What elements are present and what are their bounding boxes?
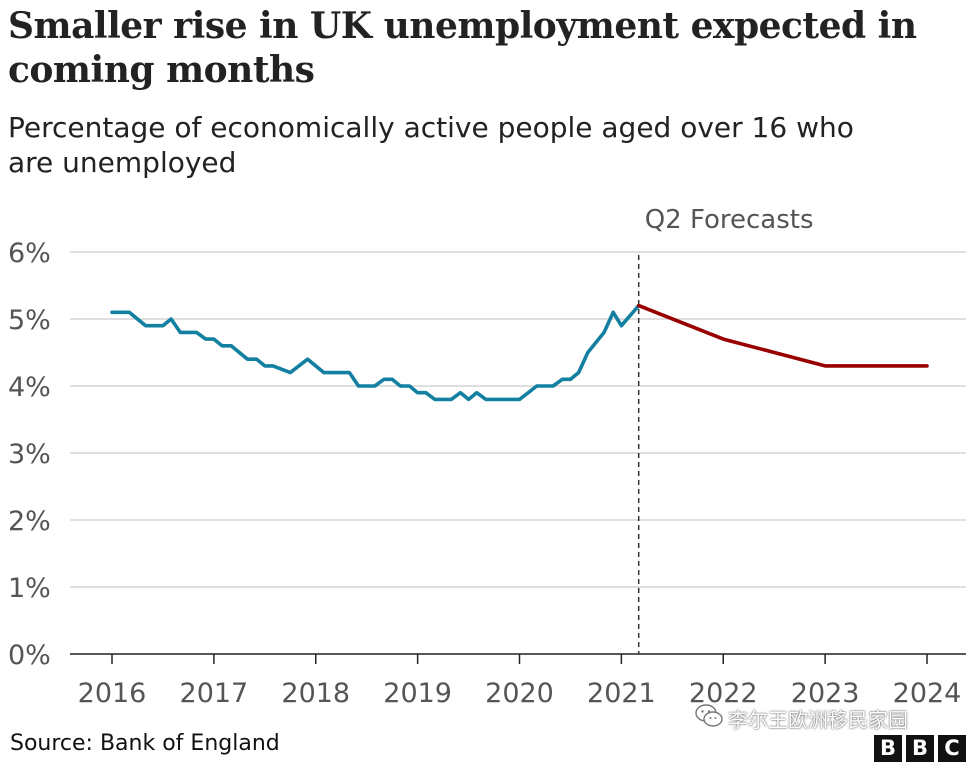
x-tick-label: 2020 <box>485 678 554 709</box>
x-tick-label: 2018 <box>281 678 350 709</box>
x-tick-label: 2022 <box>689 678 758 709</box>
x-tick-label: 2021 <box>587 678 656 709</box>
bbc-logo: B B C <box>874 735 966 762</box>
y-tick-label: 2% <box>8 506 51 537</box>
x-tick-label: 2017 <box>180 678 249 709</box>
x-tick-label: 2016 <box>78 678 147 709</box>
x-tick-label: 2019 <box>383 678 452 709</box>
watermark-text: 李尔王欧洲移民家园 <box>728 708 908 732</box>
chart-subtitle: Percentage of economically active people… <box>8 111 854 179</box>
x-tick-label: 2023 <box>791 678 860 709</box>
chart-title: Smaller rise in UK unemployment expected… <box>8 5 917 91</box>
source-note: Source: Bank of England <box>10 731 280 756</box>
y-tick-label: 3% <box>8 439 51 470</box>
y-tick-label: 0% <box>8 640 51 671</box>
bbc-logo-letter: B <box>874 735 902 762</box>
y-tick-label: 6% <box>8 238 51 269</box>
bbc-logo-letter: C <box>938 735 966 762</box>
y-tick-label: 1% <box>8 573 51 604</box>
annotation-label: Q2 Forecasts <box>645 205 814 235</box>
series-line-forecast <box>636 303 929 368</box>
y-tick-label: 4% <box>8 372 51 403</box>
y-tick-label: 5% <box>8 305 51 336</box>
wechat-icon <box>695 704 723 727</box>
series-line-actual <box>110 303 641 402</box>
bbc-logo-letter: B <box>906 735 934 762</box>
x-tick-label: 2024 <box>893 678 962 709</box>
